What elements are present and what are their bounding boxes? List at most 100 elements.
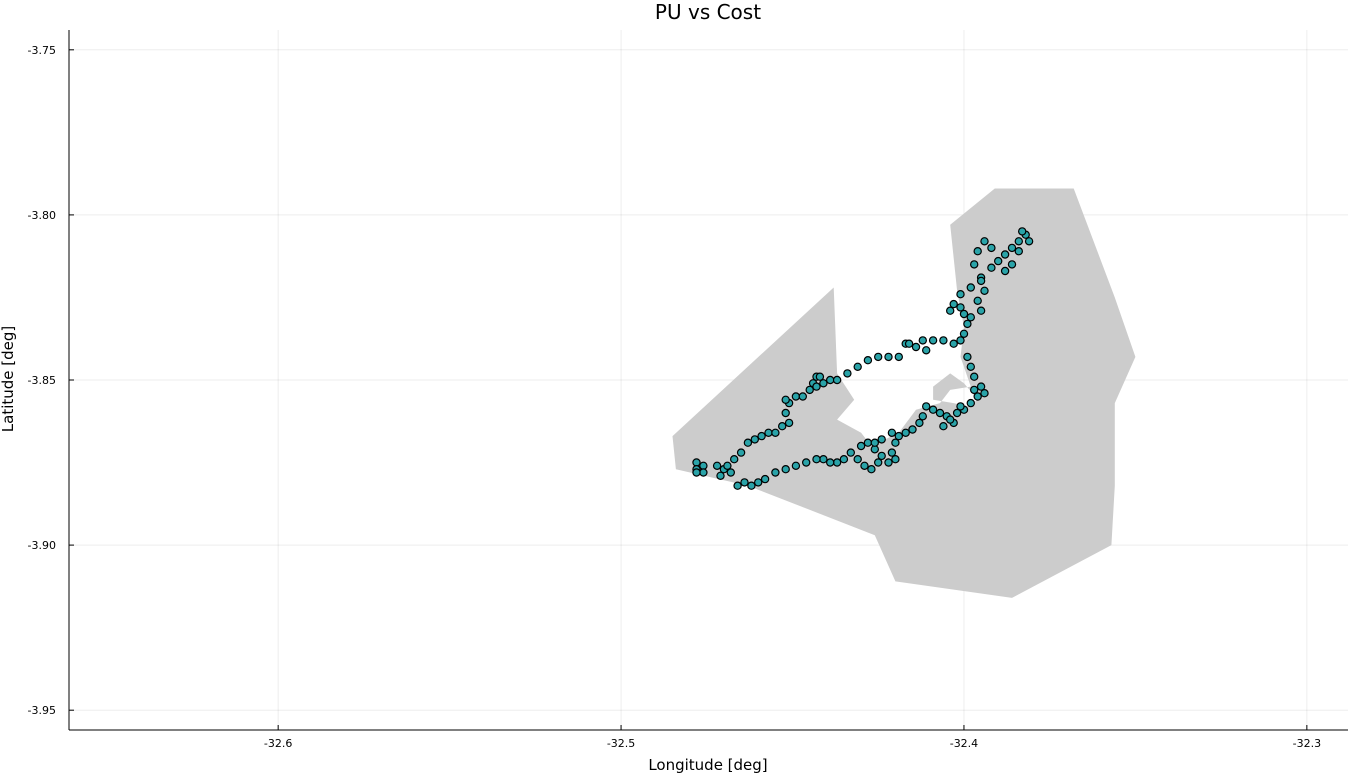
data-point	[716, 471, 725, 480]
data-point	[784, 418, 794, 428]
data-point	[973, 392, 982, 401]
data-point	[781, 408, 790, 418]
data-point	[1007, 243, 1017, 253]
data-point	[860, 461, 869, 470]
data-point	[764, 428, 773, 437]
data-point	[956, 290, 965, 299]
data-point	[987, 243, 996, 253]
chart-title: PU vs Cost	[655, 0, 761, 24]
data-point	[747, 481, 756, 490]
data-point	[901, 428, 910, 437]
data-point	[976, 276, 986, 286]
data-point	[956, 336, 965, 345]
data-point	[1007, 260, 1017, 269]
x-tick-label: -32.6	[264, 737, 292, 750]
data-point	[760, 474, 770, 484]
y-tick-label: -3.75	[28, 44, 56, 57]
x-axis-label: Longitude [deg]	[648, 756, 767, 774]
data-point	[887, 448, 897, 457]
data-point	[812, 455, 821, 464]
data-point	[928, 405, 938, 414]
data-point	[939, 336, 948, 345]
data-point	[949, 299, 958, 309]
data-point	[966, 283, 976, 292]
data-point	[826, 458, 835, 467]
data-point	[970, 385, 979, 395]
data-point	[778, 422, 787, 431]
data-point	[699, 468, 708, 477]
data-point	[904, 339, 914, 348]
data-point	[843, 369, 852, 378]
data-point	[743, 438, 753, 447]
data-point	[692, 468, 701, 477]
data-point	[970, 260, 979, 269]
data-point	[846, 448, 856, 457]
data-point	[1024, 237, 1034, 246]
data-point	[870, 438, 880, 447]
data-point	[891, 455, 900, 464]
data-point	[884, 458, 893, 467]
data-point	[1014, 237, 1024, 246]
y-axis-label: Latitude [deg]	[0, 326, 17, 432]
y-tick-label: -3.90	[28, 539, 56, 552]
grid	[69, 30, 1348, 730]
data-point	[791, 392, 801, 401]
data-point	[1018, 227, 1027, 236]
data-point	[832, 458, 842, 467]
data-point	[815, 372, 825, 381]
data-point	[928, 336, 938, 345]
data-point	[959, 329, 969, 338]
data-point	[980, 286, 989, 295]
data-point	[863, 356, 873, 365]
land-polygon	[672, 188, 1136, 598]
data-point	[918, 412, 928, 421]
data-point	[771, 468, 780, 477]
data-point	[826, 375, 835, 385]
data-point	[891, 438, 900, 447]
data-point	[949, 339, 958, 348]
data-point	[712, 461, 722, 470]
data-point	[922, 402, 931, 411]
data-point	[935, 408, 945, 418]
data-point	[874, 352, 883, 362]
data-point	[976, 382, 986, 391]
x-tick-label: -32.4	[950, 737, 978, 750]
data-point	[874, 458, 883, 467]
data-point	[853, 455, 862, 464]
data-point	[980, 389, 989, 398]
data-point	[915, 418, 924, 428]
data-point	[908, 425, 917, 434]
y-ticks: -3.75 -3.80 -3.85 -3.90 -3.95	[28, 44, 74, 717]
data-point	[819, 379, 828, 388]
x-ticks: -32.6 -32.5 -32.4 -32.3	[264, 725, 1321, 750]
data-point	[805, 385, 814, 395]
data-point	[863, 438, 873, 447]
data-point	[781, 465, 790, 474]
data-point	[1000, 266, 1010, 276]
data-point	[733, 481, 742, 490]
data-point	[976, 306, 986, 315]
data-point	[946, 415, 955, 424]
data-point	[911, 342, 921, 352]
data-point	[832, 375, 842, 385]
y-tick-label: -3.80	[28, 209, 56, 222]
data-point	[922, 346, 931, 355]
data-points	[692, 227, 1034, 490]
data-point	[839, 455, 849, 464]
data-point	[736, 448, 746, 457]
x-tick-label: -32.5	[607, 737, 635, 750]
land-region	[672, 188, 1136, 598]
data-point	[812, 382, 821, 391]
data-point	[963, 352, 972, 362]
data-point	[1000, 250, 1010, 259]
data-point	[956, 402, 965, 411]
data-point	[952, 408, 962, 418]
data-point	[894, 352, 904, 362]
data-point	[884, 352, 893, 362]
data-point	[987, 263, 996, 272]
data-point	[970, 372, 979, 381]
data-point	[973, 246, 982, 256]
data-point	[781, 395, 790, 404]
data-point	[802, 458, 811, 467]
